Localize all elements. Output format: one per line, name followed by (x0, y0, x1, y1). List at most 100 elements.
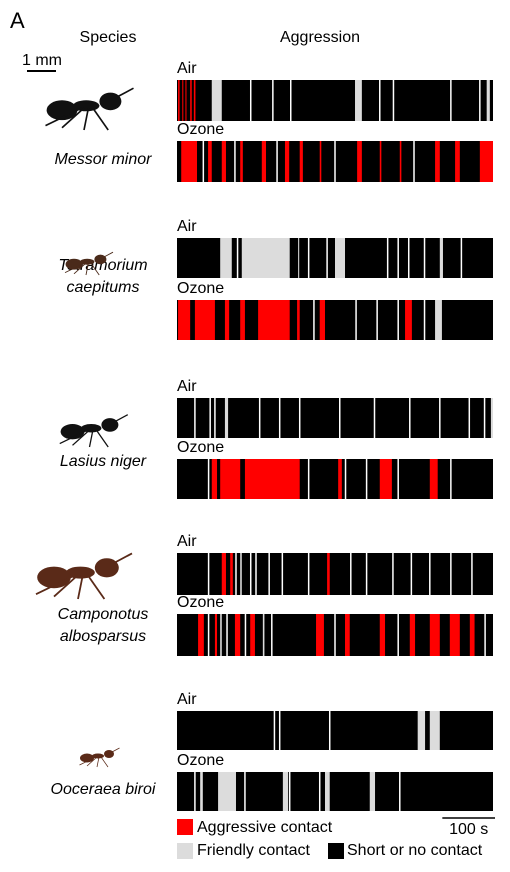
legend-swatch (177, 843, 193, 859)
condition-label: Ozone (177, 121, 224, 138)
ant-part (64, 262, 85, 274)
ant-part (99, 92, 122, 111)
aggressive-contact (338, 459, 342, 499)
aggressive-contact (319, 141, 322, 182)
friendly-contact (439, 238, 443, 278)
aggressive-contact (178, 80, 180, 121)
ant-part (85, 262, 89, 276)
ant-part (77, 574, 84, 600)
species-name: caepitums (67, 279, 140, 296)
condition-label: Ozone (177, 752, 224, 769)
aggressive-contact (284, 141, 290, 182)
friendly-contact (224, 398, 229, 438)
aggressive-contact (244, 459, 300, 499)
ant-part (35, 574, 76, 596)
aggressive-contact (435, 141, 440, 182)
ant-part (59, 429, 89, 445)
aggressive-contact (357, 141, 362, 182)
legend-swatch (328, 843, 344, 859)
aggressive-contact (250, 614, 255, 656)
aggressive-contact (379, 614, 386, 656)
friendly-contact (429, 711, 440, 750)
friendly-contact (335, 238, 346, 278)
aggressive-contact (220, 459, 241, 499)
aggressive-contact (208, 141, 212, 182)
friendly-contact (490, 398, 493, 438)
aggressive-contact (224, 300, 230, 340)
ant-part (101, 418, 119, 432)
friendly-contact (262, 614, 265, 656)
friendly-contact (369, 772, 376, 811)
condition-label: Air (177, 691, 197, 708)
condition-label: Air (177, 60, 197, 77)
condition-label: Ozone (177, 280, 224, 297)
aggressive-contact (379, 459, 392, 499)
ant-part (79, 756, 97, 766)
friendly-contact (282, 772, 289, 811)
condition-label: Air (177, 218, 197, 235)
ant-photo (35, 552, 133, 600)
species-name: Camponotus (58, 606, 149, 623)
ant-part (104, 750, 114, 758)
friendly-contact (218, 772, 236, 811)
species-name: Ooceraea biroi (51, 781, 156, 798)
size-scale-label: 1 mm (22, 52, 62, 69)
aggressive-contact (379, 141, 382, 182)
ant-part (88, 429, 94, 448)
aggressive-contact (299, 141, 303, 182)
ant-part (103, 251, 114, 258)
ant-part (60, 424, 85, 440)
time-scale-label: 100 s (449, 821, 488, 838)
ant-part (37, 566, 71, 589)
species-name: Lasius niger (60, 453, 147, 470)
aggressive-contact (182, 80, 184, 121)
friendly-contact (486, 80, 490, 121)
ant-part (113, 552, 133, 564)
ant-part (83, 107, 90, 131)
friendly-contact (240, 553, 242, 595)
ethogram-background (177, 553, 493, 595)
ethogram-background (177, 300, 493, 340)
aggressive-contact (479, 141, 493, 182)
friendly-contact (220, 238, 232, 278)
ant-part (72, 429, 90, 446)
aggressive-contact (405, 300, 412, 340)
ant-part (86, 574, 106, 600)
aggressive-contact (469, 614, 475, 656)
ant-photo (79, 747, 120, 768)
aggressive-contact (190, 80, 192, 121)
ethogram-background (177, 711, 493, 750)
aggressive-contact (240, 141, 243, 182)
ant-part (111, 747, 120, 753)
aggressive-contact (178, 300, 191, 340)
ant-part (80, 753, 94, 763)
aggressive-contact (211, 459, 218, 499)
ant-part (100, 756, 109, 768)
friendly-contact (435, 300, 442, 340)
aggressive-contact (429, 614, 440, 656)
friendly-contact (417, 711, 426, 750)
ant-part (95, 429, 109, 448)
aggressive-contact (198, 614, 204, 656)
condition-label: Air (177, 533, 197, 550)
condition-label: Air (177, 378, 197, 395)
aggressive-contact (409, 614, 416, 656)
friendly-contact (200, 772, 203, 811)
condition-label: Ozone (177, 594, 224, 611)
aggression-header: Aggression (280, 29, 360, 46)
aggressive-contact (185, 80, 187, 121)
aggressive-contact (297, 300, 300, 340)
aggressive-contact (345, 614, 350, 656)
ant-part (86, 756, 98, 767)
panel-label: A (10, 8, 25, 33)
ant-part (116, 87, 134, 98)
aggressive-contact (234, 614, 241, 656)
aggressive-contact (399, 141, 402, 182)
legend-swatch (177, 819, 193, 835)
ant-part (53, 574, 79, 598)
species-name: albosparsus (60, 628, 146, 645)
ant-part (96, 756, 100, 768)
aggressive-contact (449, 614, 460, 656)
aggressive-contact (193, 80, 196, 121)
